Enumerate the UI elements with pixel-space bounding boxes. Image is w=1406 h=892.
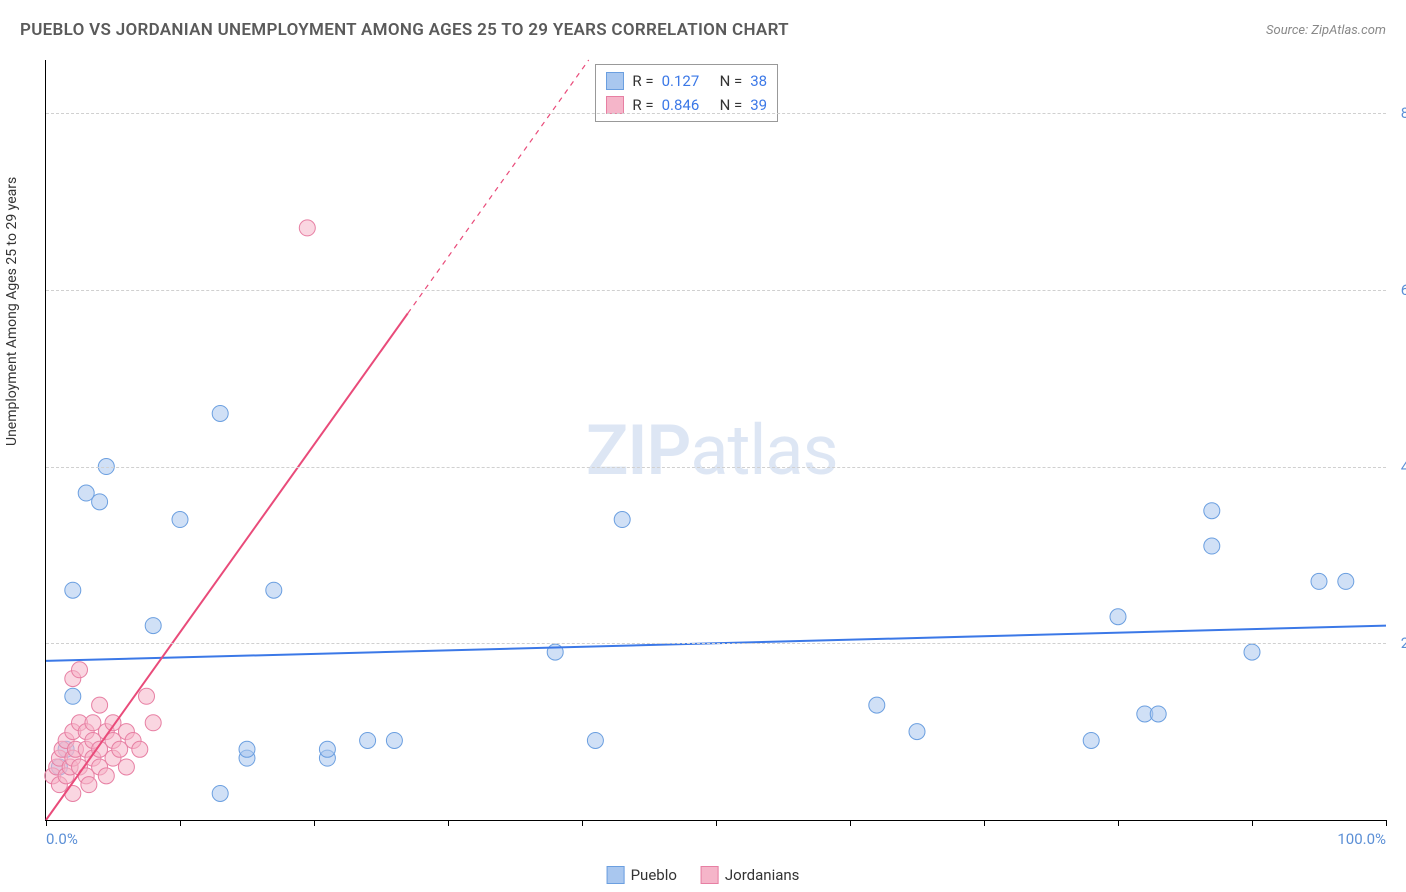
- scatter-point: [72, 662, 88, 678]
- x-tick: [180, 820, 181, 826]
- y-tick-label: 20.0%: [1401, 634, 1406, 652]
- bottom-legend-item: Jordanians: [701, 866, 800, 884]
- scatter-point: [1150, 706, 1166, 722]
- scatter-point: [587, 732, 603, 748]
- scatter-point: [92, 697, 108, 713]
- scatter-point: [266, 582, 282, 598]
- bottom-legend-label: Pueblo: [631, 866, 677, 884]
- x-tick: [314, 820, 315, 826]
- gridline: [46, 290, 1386, 291]
- scatter-point: [118, 759, 134, 775]
- legend-swatch: [606, 72, 624, 90]
- scatter-point: [212, 785, 228, 801]
- scatter-point: [299, 220, 315, 236]
- bottom-legend: Pueblo Jordanians: [607, 866, 800, 884]
- bottom-legend-label: Jordanians: [725, 866, 800, 884]
- scatter-point: [65, 785, 81, 801]
- scatter-point: [1204, 538, 1220, 554]
- y-axis-label: Unemployment Among Ages 25 to 29 years: [4, 177, 20, 446]
- gridline: [46, 113, 1386, 114]
- y-tick-label: 60.0%: [1401, 281, 1406, 299]
- legend-swatch: [607, 866, 625, 884]
- scatter-point: [92, 494, 108, 510]
- scatter-point: [212, 405, 228, 421]
- scatter-point: [614, 512, 630, 528]
- scatter-point: [139, 688, 155, 704]
- source-label: Source: ZipAtlas.com: [1266, 23, 1386, 38]
- scatter-point: [319, 741, 335, 757]
- scatter-point: [386, 732, 402, 748]
- scatter-point: [132, 741, 148, 757]
- scatter-point: [172, 512, 188, 528]
- scatter-point: [1311, 573, 1327, 589]
- scatter-point: [1244, 644, 1260, 660]
- x-tick: [448, 820, 449, 826]
- regression-line: [46, 313, 408, 820]
- scatter-point: [1083, 732, 1099, 748]
- x-tick: [582, 820, 583, 826]
- scatter-point: [239, 741, 255, 757]
- scatter-point: [145, 715, 161, 731]
- bottom-legend-item: Pueblo: [607, 866, 677, 884]
- plot-svg: [46, 60, 1386, 820]
- scatter-point: [909, 724, 925, 740]
- legend-swatch: [606, 96, 624, 114]
- x-tick-label: 100.0%: [1337, 830, 1386, 848]
- scatter-point: [98, 768, 114, 784]
- x-tick: [850, 820, 851, 826]
- legend-stats-row: R = 0.127 N = 38: [606, 69, 767, 93]
- scatter-point: [145, 618, 161, 634]
- x-tick: [1386, 820, 1387, 826]
- chart-title: PUEBLO VS JORDANIAN UNEMPLOYMENT AMONG A…: [20, 20, 789, 40]
- stat-r-value: 0.127: [662, 69, 712, 93]
- gridline: [46, 467, 1386, 468]
- x-tick: [1118, 820, 1119, 826]
- x-tick: [984, 820, 985, 826]
- stat-n-label: N =: [720, 69, 743, 93]
- gridline: [46, 643, 1386, 644]
- x-tick: [716, 820, 717, 826]
- scatter-point: [1110, 609, 1126, 625]
- scatter-point: [1338, 573, 1354, 589]
- regression-line-dashed: [408, 60, 589, 313]
- scatter-point: [1204, 503, 1220, 519]
- x-tick: [1252, 820, 1253, 826]
- scatter-point: [65, 582, 81, 598]
- scatter-point: [360, 732, 376, 748]
- x-tick-label: 0.0%: [46, 830, 78, 848]
- stat-r-label: R =: [632, 69, 653, 93]
- stat-n-value: 38: [750, 69, 767, 93]
- legend-swatch: [701, 866, 719, 884]
- scatter-point: [65, 688, 81, 704]
- scatter-point: [81, 777, 97, 793]
- plot-area: ZIPatlas R =0.127N =38R =0.846N =39 20.0…: [45, 60, 1386, 821]
- scatter-point: [869, 697, 885, 713]
- x-tick: [46, 820, 47, 826]
- y-tick-label: 80.0%: [1401, 104, 1406, 122]
- y-tick-label: 40.0%: [1401, 458, 1406, 476]
